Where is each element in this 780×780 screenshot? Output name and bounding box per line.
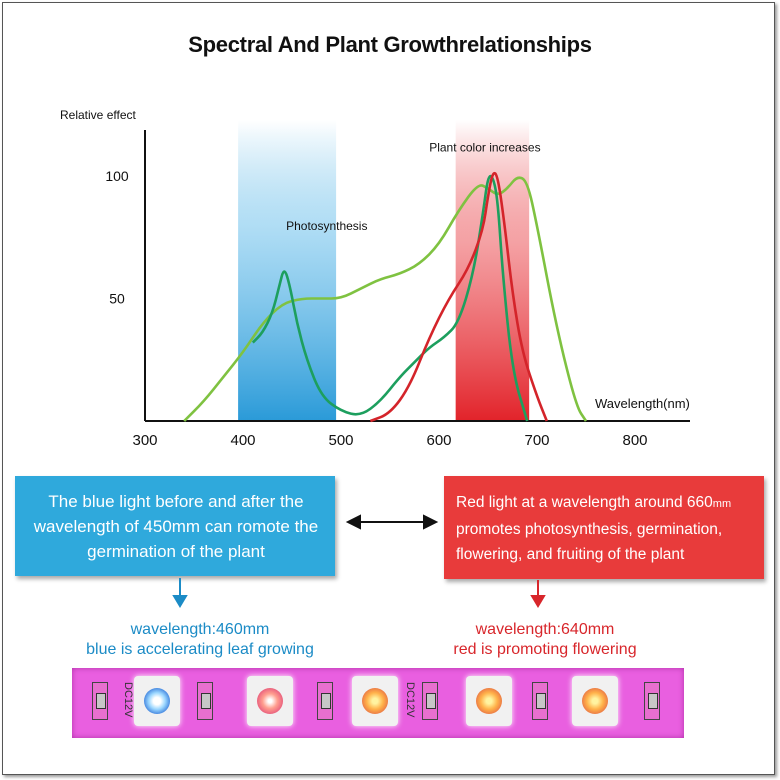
red-led-chip [572,676,618,726]
resistor-pad-icon [197,682,213,720]
y-axis-label: Relative effect [60,108,136,122]
red-caption: wavelength:640mm red is promoting flower… [420,620,670,660]
red-caption-effect: red is promoting flowering [453,641,637,658]
red-info-line2: promotes photosynthesis, germination, [456,521,723,538]
led-strip-photo: DC12V DC12V [72,668,684,738]
pink-led-chip [247,676,293,726]
x-tick-label: 300 [132,432,157,449]
x-tick-label: 800 [622,432,647,449]
annotation-photosynthesis: Photosynthesis [286,219,367,233]
y-tick-label: 50 [109,291,125,307]
led-core [362,688,388,714]
x-tick-label: 400 [230,432,255,449]
red-info-line3: flowering, and fruiting of the plant [456,546,685,563]
red-caption-wavelength: wavelength:640mm [475,621,615,638]
y-tick-label: 100 [105,168,129,184]
red-led-chip [352,676,398,726]
resistor-pad-icon [644,682,660,720]
series-line-1 [183,176,588,422]
blue-caption-wavelength: wavelength:460mm [130,621,270,638]
dc-label: DC12V [404,682,416,718]
spectrum-chart: 300 400 500 600 700 800 50 100 Relative effect Wa… [60,108,690,449]
resistor-pad-icon [422,682,438,720]
led-core [257,688,283,714]
led-core [144,688,170,714]
x-tick-label: 700 [524,432,549,449]
blue-caption-effect: blue is accelerating leaf growing [86,641,314,658]
blue-band [238,120,337,421]
series-line-3 [369,171,549,423]
resistor-pad-icon [532,682,548,720]
annotation-plant-color: Plant color increases [429,141,540,155]
red-led-chip [466,676,512,726]
x-tick-label: 500 [328,432,353,449]
blue-info-text: The blue light before and after the wave… [33,492,319,561]
dc-label: DC12V [122,682,134,718]
blue-caption: wavelength:460mm blue is accelerating le… [60,620,340,660]
resistor-pad-icon [92,682,108,720]
blue-led-chip [134,676,180,726]
led-core [476,688,502,714]
red-info-box: Red light at a wavelength around 660mm p… [444,476,764,579]
x-tick-label: 600 [426,432,451,449]
resistor-pad-icon [317,682,333,720]
page-title: Spectral And Plant Growthrelationships [188,32,592,57]
blue-info-box: The blue light before and after the wave… [15,476,335,576]
x-axis-label: Wavelength(nm) [595,396,690,411]
red-info-unit: mm [712,498,732,510]
red-info-line1: Red light at a wavelength around 660 [456,494,713,511]
led-core [582,688,608,714]
